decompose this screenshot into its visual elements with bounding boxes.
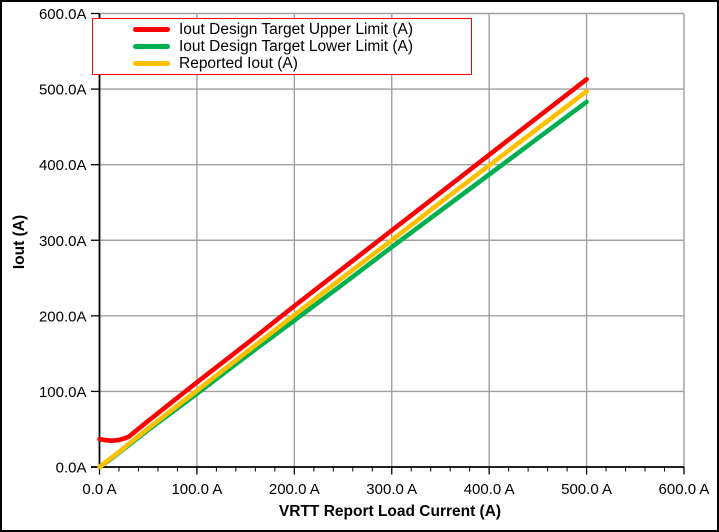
x-tick-label: 0.0 A [82, 481, 116, 498]
legend-line-swatch [133, 60, 170, 67]
y-tick-label: 100.0A [39, 384, 87, 401]
x-axis-title: VRTT Report Load Current (A) [278, 503, 502, 520]
legend-item: Iout Design Target Lower Limit (A) [93, 38, 471, 55]
legend-item: Iout Design Target Upper Limit (A) [93, 21, 471, 38]
legend-line-swatch [133, 26, 170, 33]
y-tick-label: 600.0A [39, 6, 87, 23]
x-tick-label: 500.0 A [561, 481, 612, 498]
x-tick-label: 200.0 A [269, 481, 320, 498]
y-tick-label: 500.0A [39, 82, 87, 99]
legend-item: Reported Iout (A) [93, 55, 471, 72]
y-tick-label: 300.0A [39, 233, 87, 250]
x-tick-label: 400.0 A [464, 481, 515, 498]
x-tick-label: 600.0 A [659, 481, 710, 498]
y-tick-label: 400.0A [39, 157, 87, 174]
x-tick-label: 300.0 A [366, 481, 417, 498]
legend-label: Reported Iout (A) [179, 54, 298, 72]
y-tick-label: 200.0A [39, 308, 87, 325]
x-tick-label: 100.0 A [171, 481, 222, 498]
y-axis-title: Iout (A) [11, 214, 28, 270]
y-tick-label: 0.0A [56, 460, 87, 477]
series-line-0 [97, 76, 589, 443]
legend-line-swatch [133, 43, 170, 50]
legend: Iout Design Target Upper Limit (A) Iout D… [92, 18, 472, 75]
legend-label: Iout Design Target Lower Limit (A) [179, 37, 414, 55]
series-line-2 [97, 89, 589, 470]
legend-label: Iout Design Target Upper Limit (A) [179, 20, 414, 38]
